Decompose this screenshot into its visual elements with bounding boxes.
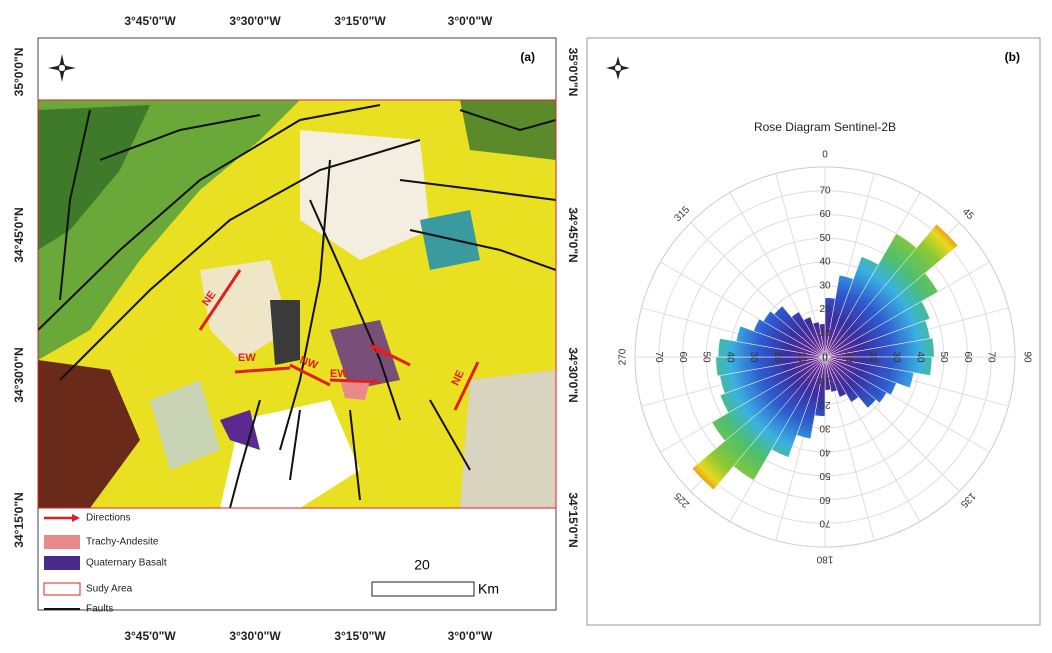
lon-label: 3°45'0"W bbox=[124, 629, 176, 643]
legend-label: Directions bbox=[86, 513, 130, 524]
figure: NEEWNWEWNWNE (a) Directions Trachy-Andesi… bbox=[0, 0, 1052, 648]
r-tick-label: 10 bbox=[819, 375, 831, 386]
legend-label: Quaternary Basalt bbox=[86, 558, 167, 569]
r-tick-label: 20 bbox=[819, 399, 831, 410]
lat-label: 34°15'0"N bbox=[12, 492, 26, 547]
r-tick-label: 30 bbox=[819, 280, 831, 291]
scale-unit: Km bbox=[478, 581, 499, 597]
r-tick-label: 0 bbox=[822, 351, 828, 362]
lon-label: 3°0'0"W bbox=[448, 14, 493, 28]
r-tick-label: 50 bbox=[701, 351, 712, 363]
legend-label: Faults bbox=[86, 604, 113, 615]
lon-label: 3°45'0"W bbox=[124, 14, 176, 28]
r-tick-label: 20 bbox=[772, 351, 783, 363]
lon-label: 3°30'0"W bbox=[229, 629, 281, 643]
r-tick-label: 70 bbox=[819, 185, 831, 196]
rose-diagram: 0 0 10 10 10 10 20 20 20 20 30 30 30 30 40 40 40 40 50 50 50… bbox=[618, 150, 1033, 565]
r-tick-label: 10 bbox=[796, 351, 807, 363]
r-tick-label: 40 bbox=[724, 351, 735, 363]
angle-label: 0 bbox=[822, 150, 828, 161]
angle-label: 270 bbox=[618, 348, 629, 365]
r-tick-label: 30 bbox=[819, 423, 831, 434]
lat-label: 35°0'0"N bbox=[12, 48, 26, 97]
lat-label: 35°0'0"N bbox=[566, 48, 580, 97]
panel-label: (a) bbox=[520, 50, 535, 64]
angle-label: 90 bbox=[1021, 351, 1032, 363]
lat-label: 34°30'0"N bbox=[566, 347, 580, 402]
direction-label: EW bbox=[330, 368, 348, 380]
legend-label: Sudy Area bbox=[86, 584, 133, 595]
lon-label: 3°15'0"W bbox=[334, 14, 386, 28]
r-tick-label: 70 bbox=[653, 351, 664, 363]
lon-label: 3°15'0"W bbox=[334, 629, 386, 643]
r-tick-label: 20 bbox=[819, 304, 831, 315]
scale-value: 20 bbox=[414, 557, 430, 573]
angle-label: 180 bbox=[816, 553, 833, 564]
r-tick-label: 30 bbox=[748, 351, 759, 363]
r-tick-label: 60 bbox=[819, 209, 831, 220]
r-tick-label: 50 bbox=[938, 351, 949, 363]
lat-label: 34°15'0"N bbox=[566, 492, 580, 547]
direction-label: EW bbox=[238, 352, 256, 364]
scale-bar bbox=[372, 582, 474, 596]
r-tick-label: 60 bbox=[819, 494, 831, 505]
r-tick-label: 50 bbox=[819, 233, 831, 244]
r-tick-label: 60 bbox=[962, 351, 973, 363]
r-tick-label: 40 bbox=[914, 351, 925, 363]
r-tick-label: 40 bbox=[819, 446, 831, 457]
r-tick-label: 60 bbox=[677, 351, 688, 363]
lon-label: 3°0'0"W bbox=[448, 629, 493, 643]
r-tick-label: 20 bbox=[867, 351, 878, 363]
lat-label: 34°45'0"N bbox=[12, 207, 26, 262]
r-tick-label: 70 bbox=[986, 351, 997, 363]
panel-label: (b) bbox=[1005, 50, 1020, 64]
r-tick-label: 10 bbox=[843, 351, 854, 363]
r-tick-label: 40 bbox=[819, 257, 831, 268]
r-tick-label: 30 bbox=[891, 351, 902, 363]
r-tick-label: 50 bbox=[819, 470, 831, 481]
lat-label: 34°45'0"N bbox=[566, 207, 580, 262]
r-tick-label: 70 bbox=[819, 518, 831, 529]
legend-label: Trachy-Andesite bbox=[86, 537, 159, 548]
lon-label: 3°30'0"W bbox=[229, 14, 281, 28]
chart-title: Rose Diagram Sentinel-2B bbox=[754, 120, 896, 134]
lat-label: 34°30'0"N bbox=[12, 347, 26, 402]
r-tick-label: 10 bbox=[819, 328, 831, 339]
